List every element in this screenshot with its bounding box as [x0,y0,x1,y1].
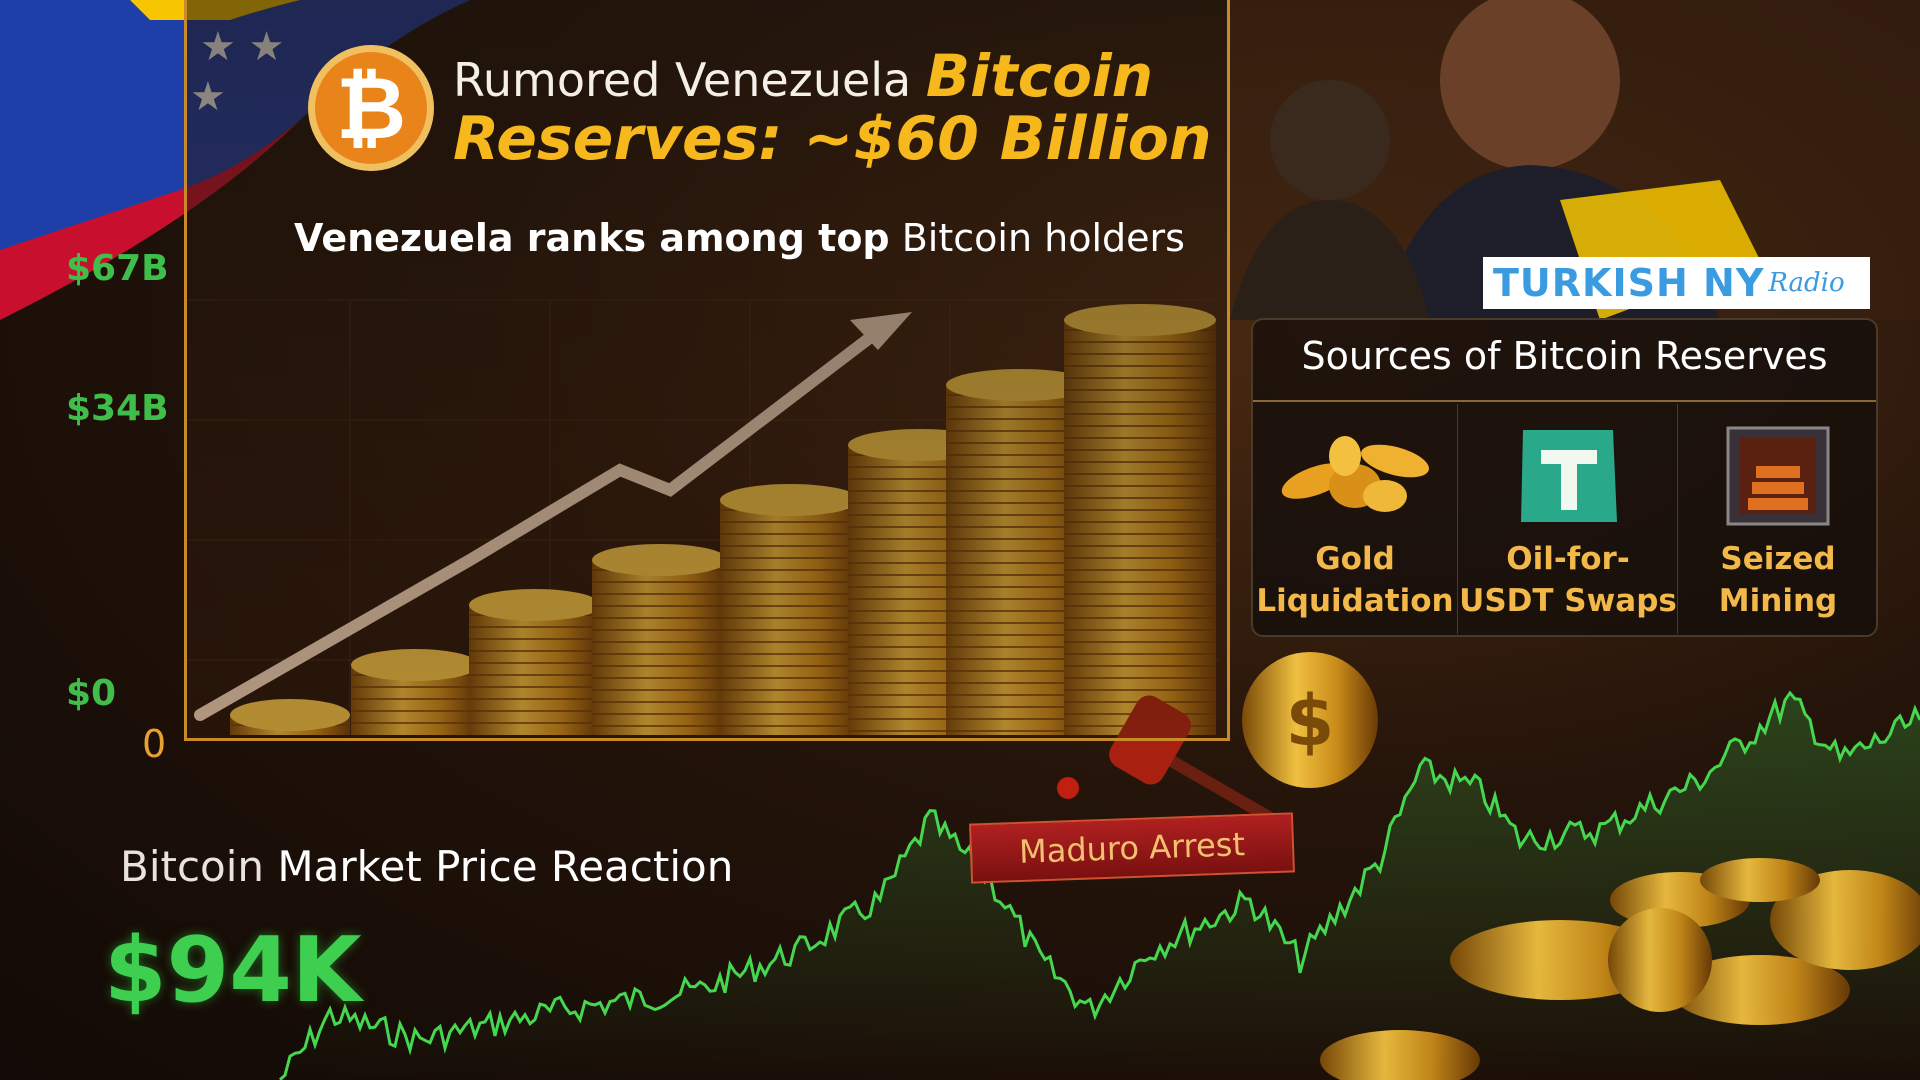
market-reaction-title: Bitcoin Market Price Reaction [120,842,734,891]
headline-line1: Rumored Venezuela Bitcoin [453,42,1154,110]
event-label-maduro-arrest: Maduro Arrest [969,812,1295,884]
coin-pile [1320,858,1920,1080]
dollar-coin [1242,652,1378,788]
price-readout: $94K [104,918,362,1023]
headline-line2: Reserves: ~$60 Billion [453,104,1212,174]
turkish-ny-radio-logo: TURKISH NY Radio [1483,257,1870,309]
bitcoin-logo-icon: ₿ [308,45,434,171]
sources-title: Sources of Bitcoin Reserves [1301,334,1828,378]
gold-nuggets-icon [1281,436,1430,512]
svg-text:$: $ [1286,680,1335,762]
axis-label-0b: $0 [66,673,117,714]
axis-label-67b: $67B [66,248,169,289]
sources-panel: Sources of Bitcoin Reserves Gold Liquidat… [1251,318,1878,637]
price-line [278,690,1920,1080]
person-silhouette [1440,0,1620,170]
source-seized-mining: Seized Mining [1677,404,1878,634]
subtitle: Venezuela ranks among top Bitcoin holder… [294,216,1185,260]
axis-origin: 0 [142,722,167,766]
mining-rig-icon [1726,426,1830,526]
axis-label-34b: $34B [66,388,169,429]
tether-icon [1521,430,1617,522]
divider [1253,400,1876,402]
svg-text:₿: ₿ [336,59,406,159]
source-oil-usdt: Oil-for- USDT Swaps [1457,404,1678,634]
source-gold: Gold Liquidation [1253,404,1457,634]
